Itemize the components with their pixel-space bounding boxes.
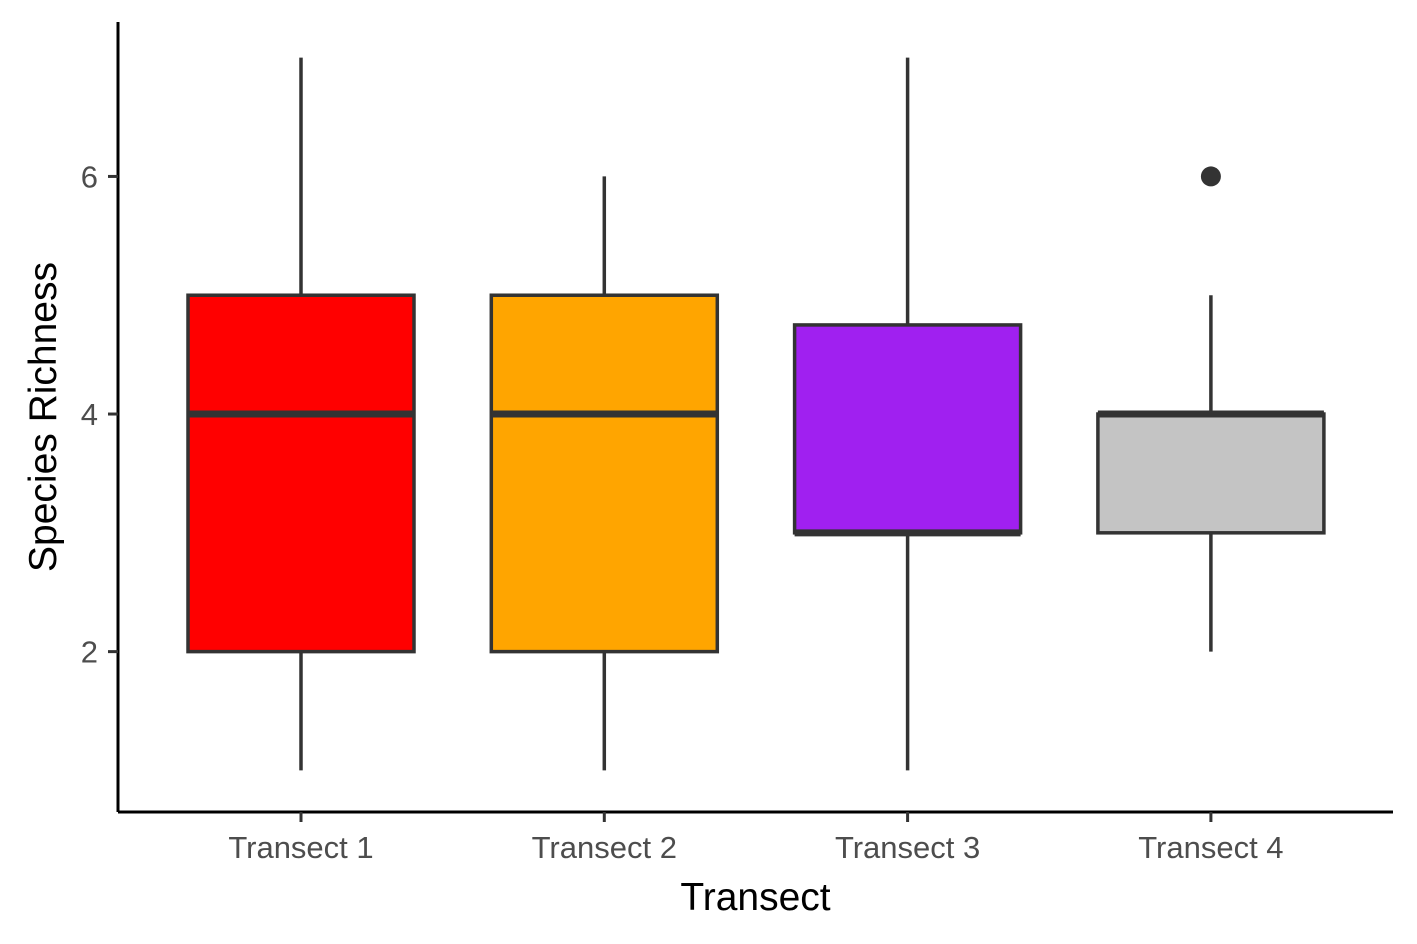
y-axis-ticks: 2 4 6 [81, 159, 118, 670]
x-tick-label: Transect 3 [835, 830, 980, 865]
box-body [186, 293, 416, 654]
box-body [1096, 412, 1326, 535]
x-tick-label: Transect 2 [532, 830, 677, 865]
x-tick-label: Transect 1 [228, 830, 373, 865]
box-4 [1096, 166, 1326, 652]
x-tick-label: Transect 4 [1138, 830, 1283, 865]
box-2 [489, 176, 720, 771]
outlier-point [1200, 166, 1221, 187]
box-body [489, 293, 720, 654]
box-1 [186, 57, 416, 771]
y-tick-label: 2 [81, 635, 98, 670]
x-axis-ticks: Transect 1 Transect 2 Transect 3 Transect 4 [228, 812, 1284, 865]
y-axis-title: Species Richness [22, 262, 65, 572]
plot-area [186, 57, 1326, 771]
box-3 [792, 57, 1023, 771]
x-axis-title: Transect [680, 876, 830, 919]
box-body [792, 323, 1023, 535]
y-tick-label: 6 [81, 159, 98, 194]
y-tick-label: 4 [81, 397, 98, 432]
